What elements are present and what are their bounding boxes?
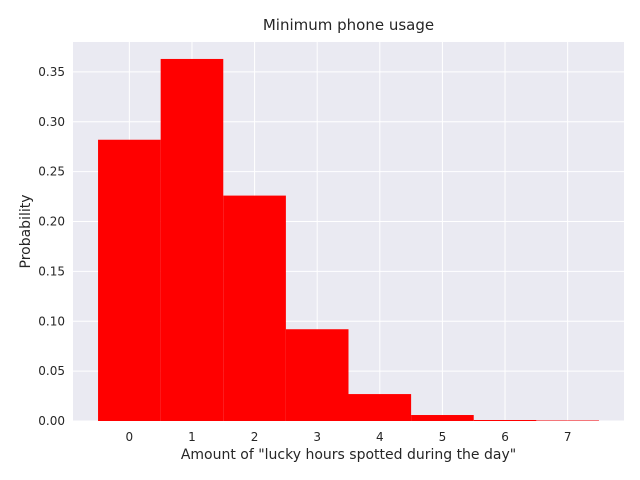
x-tick-label: 5 (439, 430, 447, 444)
x-tick-label: 2 (251, 430, 259, 444)
y-tick-label: 0.00 (38, 414, 65, 428)
chart-title: Minimum phone usage (263, 16, 434, 34)
x-axis-label: Amount of "lucky hours spotted during th… (181, 447, 516, 463)
x-ticks: 0 1 2 3 4 5 6 7 (126, 430, 572, 444)
histogram-bar (348, 394, 412, 421)
y-tick-label: 0.30 (38, 115, 65, 129)
y-tick-label: 0.25 (38, 165, 65, 179)
x-tick-label: 6 (501, 430, 509, 444)
x-tick-label: 4 (376, 430, 384, 444)
y-tick-label: 0.05 (38, 364, 65, 378)
histogram-bar (285, 329, 349, 421)
y-tick-label: 0.35 (38, 65, 65, 79)
y-tick-label: 0.10 (38, 314, 65, 328)
x-tick-label: 3 (313, 430, 321, 444)
x-tick-label: 7 (564, 430, 572, 444)
y-tick-label: 0.20 (38, 215, 65, 229)
x-tick-label: 0 (126, 430, 134, 444)
y-axis-label: Probability (18, 194, 34, 268)
histogram-bar (411, 415, 474, 421)
y-tick-label: 0.15 (38, 264, 65, 278)
x-tick-label: 1 (188, 430, 196, 444)
histogram-bar (223, 195, 286, 421)
y-ticks: 0.00 0.05 0.10 0.15 0.20 0.25 0.30 0.35 (38, 65, 65, 428)
histogram-bar (160, 58, 224, 421)
bars (98, 58, 599, 421)
histogram-bar (98, 139, 161, 421)
histogram-bar (473, 420, 537, 421)
